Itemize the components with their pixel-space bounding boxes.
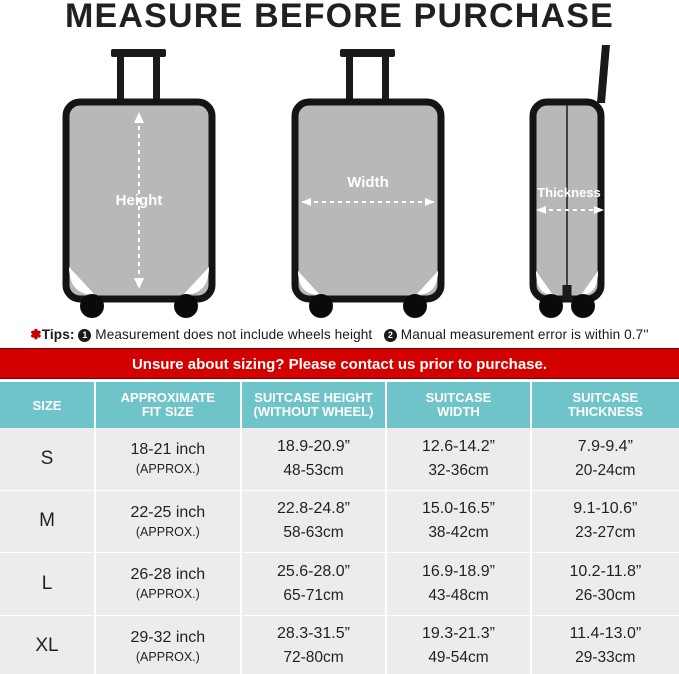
svg-text:Width: Width [347,174,389,191]
svg-text:Height: Height [116,192,163,209]
svg-text:Thickness: Thickness [537,185,601,200]
